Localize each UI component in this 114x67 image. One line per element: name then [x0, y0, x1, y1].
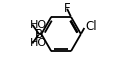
Text: Cl: Cl [84, 20, 96, 33]
Text: B: B [35, 28, 43, 41]
Text: F: F [63, 1, 69, 14]
Text: HO: HO [29, 20, 46, 30]
Text: HO: HO [29, 38, 46, 48]
